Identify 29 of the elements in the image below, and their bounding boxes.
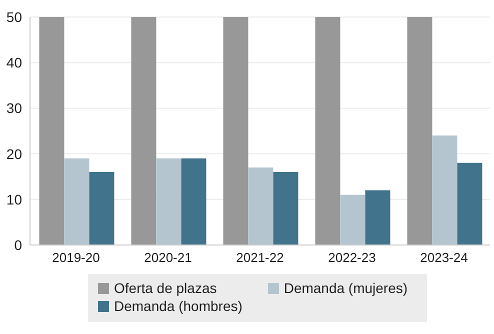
x-tick-label: 2023-24: [420, 250, 468, 266]
y-tick-label: 40: [6, 54, 22, 71]
bar: [131, 17, 156, 245]
y-tick-label: 50: [6, 8, 22, 25]
bar: [432, 136, 458, 245]
x-tick-label: 2020-21: [144, 250, 192, 266]
bar: [39, 17, 64, 245]
x-tick-label: 2021-22: [236, 250, 284, 266]
bar: [64, 158, 90, 245]
legend-label: Oferta de plazas: [114, 280, 217, 296]
bar: [223, 17, 248, 245]
y-tick-label: 10: [6, 191, 22, 208]
bar: [340, 194, 366, 245]
bar: [181, 158, 206, 245]
bar: [365, 190, 390, 245]
bar: [248, 167, 274, 245]
bar: [89, 172, 114, 245]
x-tick-label: 2022-23: [328, 250, 376, 266]
bar: [273, 172, 298, 245]
x-tick-label: 2019-20: [52, 250, 100, 266]
bar: [156, 158, 182, 245]
bar: [457, 162, 482, 245]
y-tick-label: 20: [6, 146, 22, 162]
y-tick-label: 0: [14, 236, 22, 253]
bar: [407, 17, 432, 245]
y-tick-label: 30: [6, 100, 22, 116]
bar: [315, 17, 340, 245]
legend-label: Demanda (hombres): [114, 298, 242, 314]
legend-label: Demanda (mujeres): [284, 280, 408, 296]
